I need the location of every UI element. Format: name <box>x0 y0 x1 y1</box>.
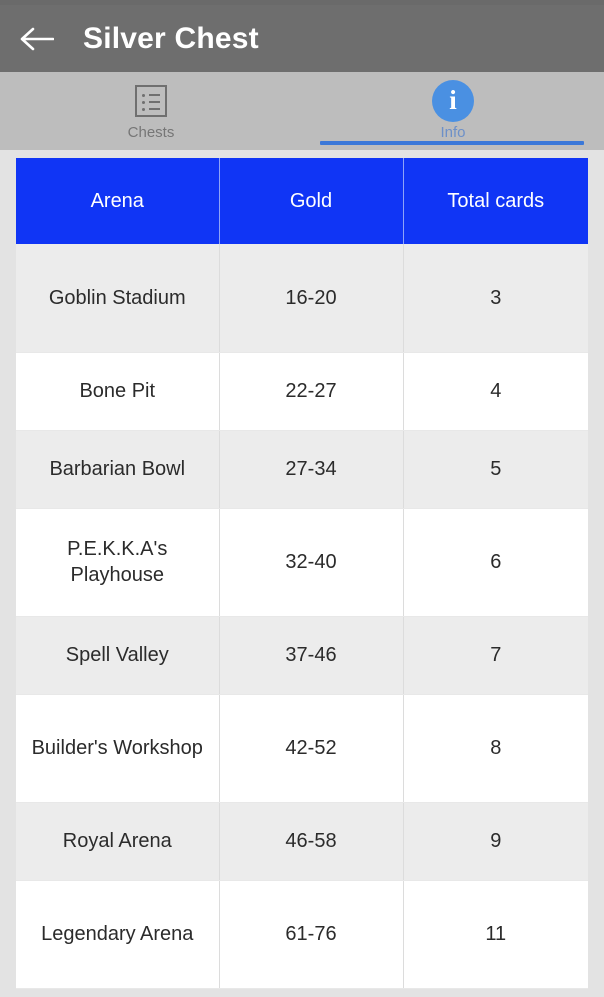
info-circle-icon: i <box>432 79 474 123</box>
cell-arena: Builder's Workshop <box>16 694 220 803</box>
cell-cards: 11 <box>403 880 588 989</box>
cell-cards: 3 <box>403 244 588 353</box>
tab-info-label: Info <box>440 124 466 141</box>
table-row[interactable]: Spell Valley 37-46 7 <box>16 616 588 695</box>
page-title: Silver Chest <box>83 21 259 55</box>
cell-arena: Bone Pit <box>16 352 220 431</box>
table-row[interactable]: Goblin Stadium 16-20 3 <box>16 244 588 353</box>
app-bar: Silver Chest <box>0 5 604 72</box>
cell-gold: 27-34 <box>219 430 404 509</box>
table-row[interactable]: Barbarian Bowl 27-34 5 <box>16 430 588 509</box>
cell-arena: Goblin Stadium <box>16 244 220 353</box>
arrow-left-icon <box>20 26 54 52</box>
table-row[interactable]: Legendary Arena 61-76 11 <box>16 880 588 989</box>
column-header-arena[interactable]: Arena <box>16 158 220 244</box>
arena-table: Arena Gold Total cards Goblin Stadium 16… <box>16 158 588 989</box>
table-header-row: Arena Gold Total cards <box>16 158 588 244</box>
tab-bar: Chests i Info <box>0 72 604 150</box>
cell-cards: 8 <box>403 694 588 803</box>
cell-gold: 46-58 <box>219 802 404 881</box>
cell-cards: 9 <box>403 802 588 881</box>
arena-table-wrap: Arena Gold Total cards Goblin Stadium 16… <box>16 158 588 989</box>
cell-cards: 4 <box>403 352 588 431</box>
cell-cards: 5 <box>403 430 588 509</box>
cell-arena: Legendary Arena <box>16 880 220 989</box>
table-row[interactable]: Royal Arena 46-58 9 <box>16 802 588 881</box>
cell-arena: Barbarian Bowl <box>16 430 220 509</box>
cell-arena: Spell Valley <box>16 616 220 695</box>
table-row[interactable]: P.E.K.K.A's Playhouse 32-40 6 <box>16 508 588 617</box>
tab-chests[interactable]: Chests <box>0 72 302 150</box>
cell-arena: P.E.K.K.A's Playhouse <box>16 508 220 617</box>
tab-chests-label: Chests <box>127 124 175 141</box>
active-tab-indicator <box>320 141 584 145</box>
content-area: Arena Gold Total cards Goblin Stadium 16… <box>0 150 604 997</box>
cell-cards: 7 <box>403 616 588 695</box>
cell-gold: 22-27 <box>219 352 404 431</box>
cell-cards: 6 <box>403 508 588 617</box>
column-header-total-cards[interactable]: Total cards <box>403 158 588 244</box>
table-body: Goblin Stadium 16-20 3 Bone Pit 22-27 4 … <box>16 244 588 989</box>
list-icon <box>135 79 167 123</box>
cell-gold: 61-76 <box>219 880 404 989</box>
cell-gold: 37-46 <box>219 616 404 695</box>
table-header: Arena Gold Total cards <box>16 158 588 244</box>
cell-gold: 42-52 <box>219 694 404 803</box>
column-header-gold[interactable]: Gold <box>219 158 404 244</box>
cell-gold: 32-40 <box>219 508 404 617</box>
cell-gold: 16-20 <box>219 244 404 353</box>
table-row[interactable]: Builder's Workshop 42-52 8 <box>16 694 588 803</box>
back-button[interactable] <box>14 16 60 62</box>
cell-arena: Royal Arena <box>16 802 220 881</box>
tab-info[interactable]: i Info <box>302 72 604 150</box>
status-strip <box>0 0 604 5</box>
table-row[interactable]: Bone Pit 22-27 4 <box>16 352 588 431</box>
